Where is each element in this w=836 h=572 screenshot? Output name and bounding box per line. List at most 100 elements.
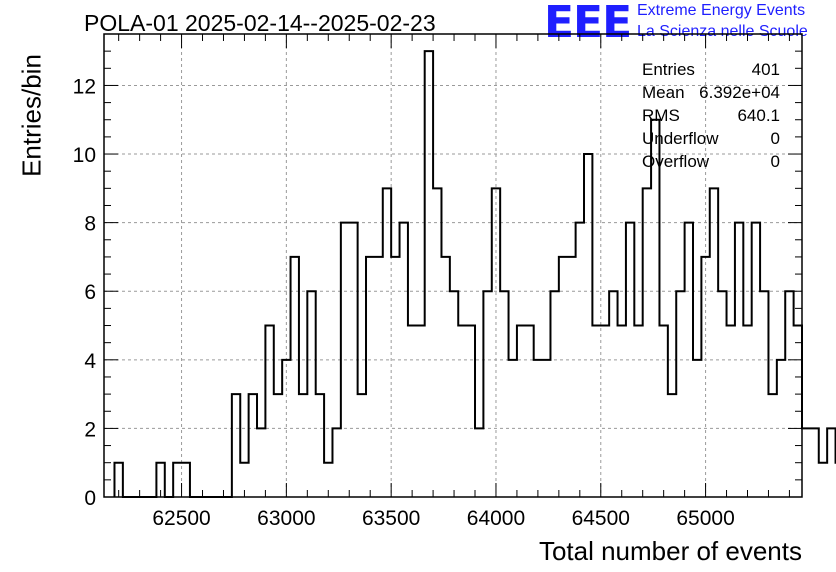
histogram-bin [316,394,324,497]
histogram-bin [173,463,181,497]
stat-value: 6.392e+04 [699,83,780,102]
y-tick-label: 4 [84,350,96,373]
histogram-bin [391,257,399,497]
histogram-bin [467,326,475,497]
histogram-bin [735,223,743,497]
histogram-bin [232,394,240,497]
histogram-bin [332,428,340,497]
x-tick-label: 62500 [152,507,210,530]
histogram-bin [366,257,374,497]
stat-value: 0 [770,129,780,148]
histogram-bin [299,394,307,497]
x-tick-label: 64500 [572,507,630,530]
histogram-bin [458,326,466,497]
histogram-bin [768,394,776,497]
histogram-bin [785,291,793,497]
y-axis-label: Entries/bin [16,54,47,177]
logo-subtitle-line2: La Scienza nelle Scuole [637,23,808,40]
histogram-bin [676,291,684,497]
stat-label: Overflow [642,152,710,171]
histogram-bin [525,326,533,497]
histogram-bin [291,257,299,497]
histogram-bin [383,188,391,497]
histogram-bin [257,428,265,497]
histogram-bin [500,291,508,497]
stat-mean: Mean 6.392e+04 [642,83,780,106]
histogram-bin [441,257,449,497]
histogram-bin [240,463,248,497]
histogram-bin [592,326,600,497]
x-tick-label: 65000 [676,507,734,530]
histogram-bin [743,326,751,497]
histogram-bin [249,394,257,497]
histogram-bin [567,257,575,497]
histogram-bin [609,291,617,497]
chart-title: POLA-01 2025-02-14--2025-02-23 [84,10,436,36]
histogram-bin [483,291,491,497]
histogram-bin [626,223,634,497]
histogram-bin [358,394,366,497]
histogram-bin [509,360,517,497]
stat-label: RMS [642,106,680,125]
stats-box: Entries 401 Mean 6.392e+04 RMS 640.1 Und… [642,60,780,175]
x-tick-label: 64000 [467,507,525,530]
histogram-outline [113,50,836,498]
histogram-bin [114,463,122,497]
plot-frame [103,33,803,498]
histogram-bin [559,257,567,497]
stat-value: 640.1 [737,106,780,125]
histogram-bin [710,188,718,497]
y-tick-label: 0 [84,487,96,510]
stat-overflow: Overflow 0 [642,152,780,175]
histogram-bin [274,394,282,497]
histogram-bin [810,428,818,497]
x-tick-label: 63000 [257,507,315,530]
histogram-bin [651,120,659,497]
tick-labels: 62500 63000 63500 64000 64500 65000 0 2 4 6 8 10 12 [73,75,735,530]
histogram-bin [400,223,408,497]
histogram-bin [752,223,760,497]
histogram-bin [341,223,349,497]
histogram-bin [349,223,357,497]
histogram-bin [492,188,500,497]
histogram-bin [282,360,290,497]
histogram-bin [718,291,726,497]
histogram-bin [634,326,642,497]
histogram-bin [827,428,835,497]
stat-value: 0 [770,152,780,171]
histogram-bin [643,188,651,497]
histogram-bin [517,326,525,497]
logo-subtitle-line1: Extreme Energy Events [637,2,806,19]
histogram-bin [433,188,441,497]
axes [103,33,803,498]
histogram-bin [307,291,315,497]
histogram-bin [727,326,735,497]
y-tick-label: 10 [73,144,96,167]
x-tick-label: 63500 [362,507,420,530]
y-tick-label: 6 [84,281,96,304]
histogram-bin [618,326,626,497]
y-tick-label: 8 [84,213,96,236]
histogram-bin [324,463,332,497]
histogram-bin [425,51,433,497]
y-tick-label: 2 [84,418,96,441]
histogram-bin [668,394,676,497]
histogram-bin [550,291,558,497]
histogram-bin [475,428,483,497]
histogram-bin [685,223,693,497]
y-tick-label: 12 [73,75,96,98]
histogram-bin [156,463,164,497]
histogram-bin [777,360,785,497]
histogram-bin [534,360,542,497]
stat-label: Entries [642,60,695,79]
histogram-bin [659,326,667,497]
histogram-bin [819,463,827,497]
histogram-bin [408,326,416,497]
x-axis-label: Total number of events [538,536,802,566]
stat-value: 401 [751,60,780,79]
histogram-bin [601,326,609,497]
stat-label: Mean [642,83,685,102]
histogram-bin [802,428,810,497]
histogram-bin [701,257,709,497]
